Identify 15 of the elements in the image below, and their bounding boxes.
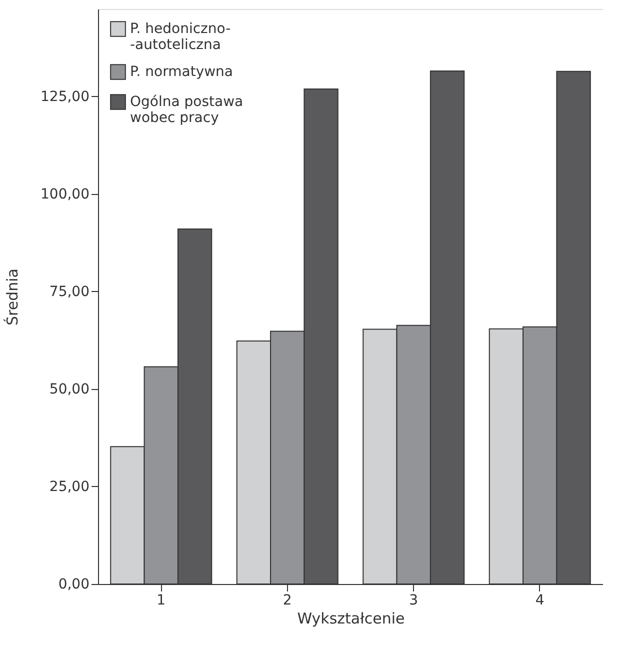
legend-label: P. normatywna <box>130 64 234 80</box>
y-tick-label: 75,00 <box>49 284 90 300</box>
y-tick-label: 25,00 <box>49 478 90 495</box>
legend-label: P. hedoniczno- -autoteliczna <box>130 21 231 53</box>
y-tick-label: 100,00 <box>40 186 90 202</box>
y-tick-label: 125,00 <box>40 88 90 105</box>
legend-label: Ogólna postawa wobec pracy <box>130 94 244 126</box>
y-tick-label: 0,00 <box>58 576 90 592</box>
y-axis-title: Średnia <box>4 268 22 326</box>
x-tick-label: 2 <box>282 592 292 608</box>
y-tick-label: 50,00 <box>49 381 90 398</box>
x-tick-label: 1 <box>156 592 166 608</box>
x-tick-label: 3 <box>409 592 418 608</box>
x-axis-title: Wykształcenie <box>297 610 405 628</box>
x-tick-label: 4 <box>535 592 544 608</box>
